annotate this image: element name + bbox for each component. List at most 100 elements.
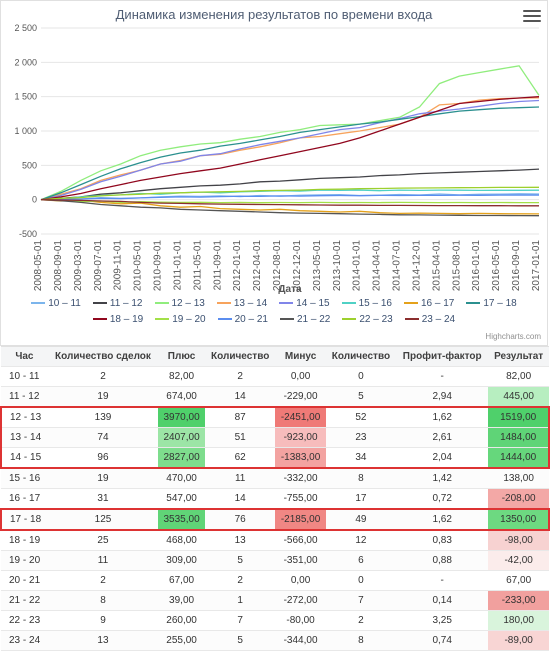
table-column-header[interactable]: Плюс <box>158 347 205 367</box>
table-cell: 2,61 <box>396 428 488 448</box>
table-cell: 139 <box>48 407 158 428</box>
table-cell: 1,62 <box>396 407 488 428</box>
table-cell: 1444,00 <box>488 448 549 469</box>
legend-item[interactable]: 17 – 18 <box>466 296 516 312</box>
table-row: 22 - 239260,007-80,0023,25180,00 <box>1 611 549 631</box>
svg-text:2008-05-01: 2008-05-01 <box>33 240 44 292</box>
svg-text:2017-01-01: 2017-01-01 <box>531 240 542 292</box>
table-cell: -98,00 <box>488 530 549 551</box>
svg-text:2014-04-01: 2014-04-01 <box>372 240 383 292</box>
table-cell: 7 <box>205 611 275 631</box>
chart-plot-area: -50005001 0001 5002 0002 5002008-05-0120… <box>1 24 547 294</box>
table-cell: 0,14 <box>396 591 488 611</box>
legend-item[interactable]: 13 – 14 <box>217 296 267 312</box>
table-cell: 1519,00 <box>488 407 549 428</box>
table-cell: 25 <box>48 530 158 551</box>
table-cell: 2 <box>48 571 158 591</box>
table-cell: 0,00 <box>275 571 325 591</box>
table-cell: 309,00 <box>158 551 205 571</box>
table-cell: 5 <box>205 551 275 571</box>
table-cell: 82,00 <box>158 367 205 387</box>
svg-text:1 500: 1 500 <box>14 92 37 102</box>
legend-label: 17 – 18 <box>483 298 516 309</box>
table-row: 15 - 1619470,0011-332,0081,42138,00 <box>1 468 549 489</box>
table-cell: 255,00 <box>158 631 205 651</box>
svg-text:2015-04-01: 2015-04-01 <box>431 240 442 292</box>
legend-label: 16 – 17 <box>421 298 454 309</box>
legend-item[interactable]: 10 – 11 <box>31 296 81 312</box>
legend-item[interactable]: 11 – 12 <box>93 296 143 312</box>
legend-item[interactable]: 21 – 22 <box>280 312 330 328</box>
table-cell: 13 - 14 <box>1 428 48 448</box>
table-cell: 22 - 23 <box>1 611 48 631</box>
table-cell: 31 <box>48 489 158 510</box>
legend-item[interactable]: 20 – 21 <box>218 312 268 328</box>
table-cell: 3535,00 <box>158 509 205 530</box>
table-cell: 10 - 11 <box>1 367 48 387</box>
table-row: 11 - 1219674,0014-229,0052,94445,00 <box>1 387 549 408</box>
svg-text:2012-04-01: 2012-04-01 <box>252 240 263 292</box>
table-cell: 6 <box>326 551 396 571</box>
table-cell: 14 <box>205 489 275 510</box>
table-cell: 2 <box>326 611 396 631</box>
table-cell: 5 <box>205 631 275 651</box>
table-cell: 49 <box>326 509 396 530</box>
legend-swatch <box>217 302 231 304</box>
table-cell: 0,88 <box>396 551 488 571</box>
svg-text:500: 500 <box>22 160 37 170</box>
table-cell: 12 <box>326 530 396 551</box>
legend-item[interactable]: 15 – 16 <box>342 296 392 312</box>
table-column-header[interactable]: Количество сделок <box>48 347 158 367</box>
table-column-header[interactable]: Результат <box>488 347 549 367</box>
table-cell: 547,00 <box>158 489 205 510</box>
table-cell: 3,25 <box>396 611 488 631</box>
legend-swatch <box>93 318 107 320</box>
table-cell: 96 <box>48 448 158 469</box>
table-cell: 0 <box>326 367 396 387</box>
legend-swatch <box>279 302 293 304</box>
table-cell: 7 <box>326 591 396 611</box>
legend-label: 10 – 11 <box>48 298 81 309</box>
svg-text:-500: -500 <box>19 229 37 239</box>
table-cell: 76 <box>205 509 275 530</box>
table-cell: -755,00 <box>275 489 325 510</box>
table-cell: 445,00 <box>488 387 549 408</box>
table-column-header[interactable]: Минус <box>275 347 325 367</box>
table-cell: 1,42 <box>396 468 488 489</box>
legend-label: 12 – 13 <box>172 298 205 309</box>
table-column-header[interactable]: Час <box>1 347 48 367</box>
table-cell: 17 <box>326 489 396 510</box>
svg-text:2011-09-01: 2011-09-01 <box>212 240 223 291</box>
chart-svg: -50005001 0001 5002 0002 5002008-05-0120… <box>1 24 549 294</box>
legend-item[interactable]: 18 – 19 <box>93 312 143 328</box>
hamburger-icon[interactable] <box>523 7 541 23</box>
table-cell: 125 <box>48 509 158 530</box>
table-cell: -332,00 <box>275 468 325 489</box>
table-column-header[interactable]: Количество <box>326 347 396 367</box>
table-cell: 2 <box>48 367 158 387</box>
legend-item[interactable]: 23 – 24 <box>405 312 455 328</box>
legend-item[interactable]: 22 – 23 <box>342 312 392 328</box>
legend-item[interactable]: 12 – 13 <box>155 296 205 312</box>
legend-item[interactable]: 16 – 17 <box>404 296 454 312</box>
svg-text:2015-08-01: 2015-08-01 <box>451 240 462 292</box>
table-cell: 74 <box>48 428 158 448</box>
table-column-header[interactable]: Количество <box>205 347 275 367</box>
svg-text:2016-05-01: 2016-05-01 <box>491 240 502 292</box>
legend-label: 21 – 22 <box>297 314 330 325</box>
legend-label: 15 – 16 <box>359 298 392 309</box>
table-cell: 62 <box>205 448 275 469</box>
legend-item[interactable]: 19 – 20 <box>155 312 205 328</box>
table-cell: - <box>396 571 488 591</box>
svg-text:Дата: Дата <box>278 284 302 294</box>
table-cell: 23 - 24 <box>1 631 48 651</box>
table-body: 10 - 11282,0020,000-82,0011 - 1219674,00… <box>1 367 549 651</box>
table-cell: 0,74 <box>396 631 488 651</box>
table-cell: 470,00 <box>158 468 205 489</box>
table-cell: 67,00 <box>488 571 549 591</box>
table-column-header[interactable]: Профит-фактор <box>396 347 488 367</box>
legend-item[interactable]: 14 – 15 <box>279 296 329 312</box>
table-cell: 12 - 13 <box>1 407 48 428</box>
table-cell: 19 <box>48 468 158 489</box>
legend-swatch <box>155 302 169 304</box>
